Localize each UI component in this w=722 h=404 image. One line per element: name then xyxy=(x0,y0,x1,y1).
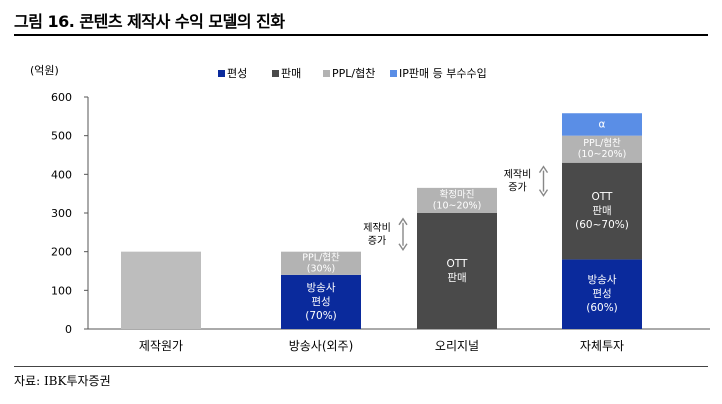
bar-3-segment-3 xyxy=(562,113,642,136)
figure-title: 그림 16. 콘텐츠 제작사 수익 모델의 진화 xyxy=(14,12,285,31)
bar-3-segment-0 xyxy=(562,259,642,329)
bar-3-segment-2 xyxy=(562,135,642,163)
x-tick-label-3: 자체투자 xyxy=(580,339,624,353)
bar-2-segment-1-label: 확정마진 (10~20%) xyxy=(433,188,482,211)
annotation-0-arrow-head-top xyxy=(398,217,408,226)
annotation-1-arrow-head-top xyxy=(538,165,549,173)
annotation-1-label: 제작비 증가 xyxy=(504,169,532,194)
bar-1-segment-1 xyxy=(281,251,361,275)
y-tick-label-6: 600 xyxy=(51,91,72,104)
title-rule xyxy=(14,34,708,36)
bar-3-segment-0-label: 방송사 편성 (60%) xyxy=(586,274,618,314)
bar-3-segment-3-label: α xyxy=(599,118,606,130)
bar-1-segment-1-label: PPL/협찬 (30%) xyxy=(302,251,340,274)
annotation-0-label: 제작비 증가 xyxy=(363,222,391,247)
y-tick-label-5: 500 xyxy=(51,130,72,143)
x-tick-label-2: 오리지널 xyxy=(435,339,479,353)
bar-2-segment-1 xyxy=(417,187,497,213)
annotation-0-arrow-head-bottom xyxy=(398,243,408,251)
unit-label: (억원) xyxy=(30,64,59,77)
y-tick-label-4: 400 xyxy=(51,168,72,181)
legend-swatch-1 xyxy=(272,70,279,77)
bar-1-segment-0-label: 방송사 편성 (70%) xyxy=(305,282,337,322)
legend-swatch-0 xyxy=(218,70,225,77)
bar-1-segment-0 xyxy=(281,274,361,329)
bottom-rule xyxy=(14,366,708,367)
y-tick-label-2: 200 xyxy=(51,246,72,259)
bar-0-segment-0 xyxy=(121,251,201,329)
legend-label-2: PPL/협찬 xyxy=(332,66,375,80)
legend-swatch-2 xyxy=(323,70,330,77)
legend-swatch-3 xyxy=(390,70,397,77)
legend-label-3: IP판매 등 부수수입 xyxy=(399,67,487,80)
x-tick-label-1: 방송사(외주) xyxy=(289,339,354,353)
y-tick-label-0: 0 xyxy=(65,323,72,336)
bar-3-segment-2-label: PPL/협찬 (10~20%) xyxy=(578,137,627,160)
legend-label-0: 편성 xyxy=(227,67,247,80)
legend-label-1: 판매 xyxy=(281,67,301,80)
y-tick-label-3: 300 xyxy=(51,207,72,220)
bar-3-segment-1 xyxy=(562,162,642,260)
bar-2-segment-0 xyxy=(417,213,497,329)
y-tick-label-1: 100 xyxy=(51,284,72,297)
bar-2-segment-0-label: OTT 판매 xyxy=(447,258,468,284)
source-note: 자료: IBK투자증권 xyxy=(14,374,111,388)
x-tick-label-0: 제작원가 xyxy=(139,339,183,353)
bar-3-segment-1-label: OTT 판매 (60~70%) xyxy=(575,191,629,231)
annotation-1-arrow-head-bottom xyxy=(538,189,549,197)
